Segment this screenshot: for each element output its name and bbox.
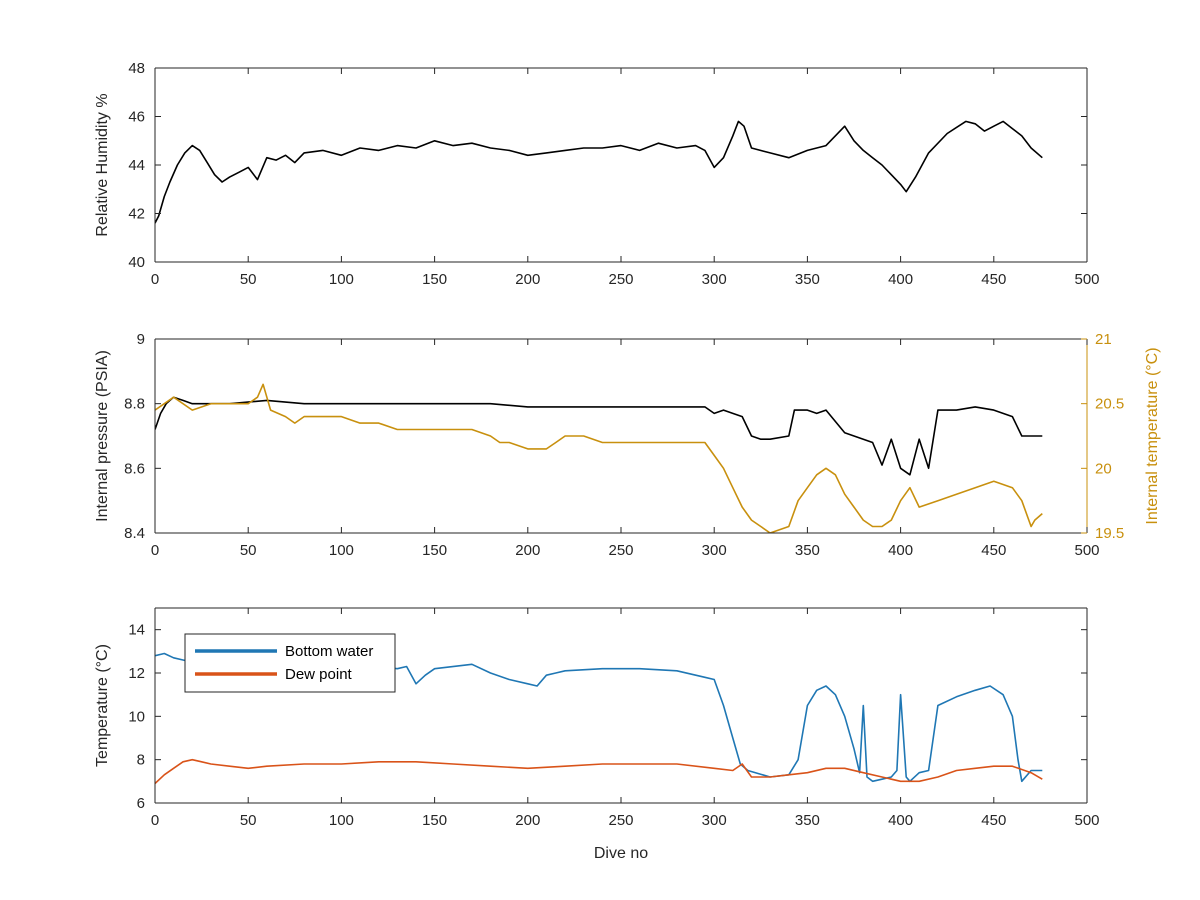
legend: Bottom water Dew point	[184, 633, 396, 693]
x-tick-label: 400	[888, 271, 913, 288]
plot-area	[155, 652, 1043, 785]
legend-label: Bottom water	[285, 643, 373, 660]
y-tick-label: 9	[137, 331, 145, 348]
y-tick-label: 8.4	[124, 525, 145, 542]
x-axis-label: Dive no	[594, 845, 648, 862]
y-tick-label: 8.8	[124, 396, 145, 413]
x-tick-label: 400	[888, 812, 913, 829]
y-tick-label: 10	[128, 708, 145, 725]
y2-tick-label: 20.5	[1095, 396, 1124, 413]
y2-tick-label: 20	[1095, 460, 1112, 477]
x-tick-label: 250	[608, 542, 633, 559]
y-tick-label: 6	[137, 795, 145, 812]
y-axis-label: Relative Humidity %	[94, 93, 111, 236]
y2-tick-label: 21	[1095, 331, 1112, 348]
plot-area	[155, 383, 1043, 533]
x-tick-label: 350	[795, 271, 820, 288]
series-line-main-0	[155, 120, 1043, 224]
subplot-3: 0 50 100 150 200 250 300 350 400 450 500 6 8 10 12 14 Te…	[94, 607, 1100, 862]
x-tick-label: 0	[151, 812, 159, 829]
series-line-left-0	[155, 396, 1043, 476]
y-tick-label: 8.6	[124, 460, 145, 477]
x-tick-label: 350	[795, 812, 820, 829]
x-tick-label: 100	[329, 542, 354, 559]
x-tick-label: 450	[981, 542, 1006, 559]
x-tick-label: 250	[608, 812, 633, 829]
subplot-1: 0 50 100 150 200 250 300 350 400 450 500 40 42 44 46 48…	[94, 60, 1100, 288]
legend-box	[184, 633, 396, 693]
x-tick-label: 450	[981, 271, 1006, 288]
legend-label: Dew point	[285, 666, 353, 683]
y-tick-label: 46	[128, 109, 145, 126]
x-tick-label: 250	[608, 271, 633, 288]
x-tick-label: 200	[515, 542, 540, 559]
y-axis-label: Temperature (°C)	[94, 644, 111, 767]
x-tick-label: 100	[329, 812, 354, 829]
x-tick-label: 450	[981, 812, 1006, 829]
x-tick-label: 500	[1074, 812, 1099, 829]
x-tick-label: 400	[888, 542, 913, 559]
plot-area	[155, 120, 1043, 224]
y-tick-label: 48	[128, 60, 145, 77]
x-tick-label: 200	[515, 812, 540, 829]
y-tick-label: 44	[128, 157, 145, 174]
x-tick-label: 300	[702, 812, 727, 829]
x-tick-label: 50	[240, 271, 257, 288]
x-tick-label: 500	[1074, 271, 1099, 288]
x-tick-label: 0	[151, 542, 159, 559]
y-tick-label: 14	[128, 622, 145, 639]
x-tick-label: 150	[422, 271, 447, 288]
y-tick-label: 40	[128, 254, 145, 271]
x-tick-label: 50	[240, 542, 257, 559]
x-tick-label: 300	[702, 271, 727, 288]
y-axis-label: Internal pressure (PSIA)	[94, 350, 111, 522]
x-tick-label: 150	[422, 542, 447, 559]
subplot-2: 0 50 100 150 200 250 300 350 400 450 500 8.4 8.6 8.8 9…	[94, 331, 1161, 559]
x-tick-label: 150	[422, 812, 447, 829]
x-tick-label: 200	[515, 271, 540, 288]
x-tick-label: 500	[1074, 542, 1099, 559]
x-tick-label: 50	[240, 812, 257, 829]
x-tick-label: 0	[151, 271, 159, 288]
y2-tick-label: 19.5	[1095, 525, 1124, 542]
y-tick-label: 8	[137, 752, 145, 769]
y-tick-label: 12	[128, 665, 145, 682]
series-line-right-1	[155, 383, 1043, 533]
y2-axis-label: Internal temperature (°C)	[1144, 347, 1161, 524]
series-line-dew-point	[155, 758, 1043, 785]
x-tick-label: 300	[702, 542, 727, 559]
y-tick-label: 42	[128, 206, 145, 223]
x-tick-label: 100	[329, 271, 354, 288]
x-tick-label: 350	[795, 542, 820, 559]
